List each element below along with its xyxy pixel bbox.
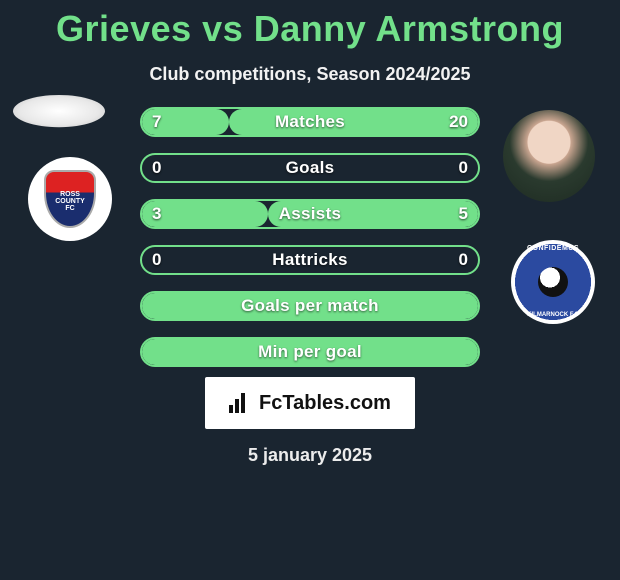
- stat-row: 00Hattricks: [140, 245, 480, 275]
- stat-row: 00Goals: [140, 153, 480, 183]
- brand-badge[interactable]: FcTables.com: [205, 377, 415, 429]
- title-player-left: Grieves: [56, 8, 192, 49]
- date-line: 5 january 2025: [0, 445, 620, 466]
- title-player-right: Danny Armstrong: [254, 8, 564, 49]
- page-title: Grieves vs Danny Armstrong: [0, 0, 620, 50]
- chart-logo-icon: [229, 393, 253, 413]
- club-ring-top-text: CONFIDEMUS: [514, 245, 592, 252]
- avatar-face-icon: [503, 110, 595, 202]
- club-badge-right: CONFIDEMUS KILMARNOCK F.C: [511, 240, 595, 324]
- title-vs: vs: [202, 8, 243, 49]
- stat-label: Hattricks: [142, 247, 478, 273]
- player-avatar-right: [503, 110, 595, 202]
- stat-label: Assists: [142, 201, 478, 227]
- stat-label: Goals per match: [142, 293, 478, 319]
- stat-label: Goals: [142, 155, 478, 181]
- stat-label: Min per goal: [142, 339, 478, 365]
- brand-text: FcTables.com: [259, 392, 391, 415]
- stat-row: 720Matches: [140, 107, 480, 137]
- player-avatar-left: [13, 95, 105, 127]
- shield-icon: ROSSCOUNTYFC: [44, 170, 96, 228]
- stat-row: Min per goal: [140, 337, 480, 367]
- stat-row: 35Assists: [140, 199, 480, 229]
- ball-icon: [538, 267, 568, 297]
- stat-list: 720Matches 00Goals 35Assists 00Hattricks Goa…: [140, 107, 480, 383]
- comparison-area: ROSSCOUNTYFC CONFIDEMUS KILMARNOCK F.C 7…: [0, 95, 620, 515]
- club-badge-left: ROSSCOUNTYFC: [28, 157, 112, 241]
- club-ring-bottom-text: KILMARNOCK F.C: [514, 312, 592, 318]
- ring-icon: CONFIDEMUS KILMARNOCK F.C: [514, 243, 592, 321]
- stat-label: Matches: [142, 109, 478, 135]
- stat-row: Goals per match: [140, 291, 480, 321]
- subtitle: Club competitions, Season 2024/2025: [0, 64, 620, 85]
